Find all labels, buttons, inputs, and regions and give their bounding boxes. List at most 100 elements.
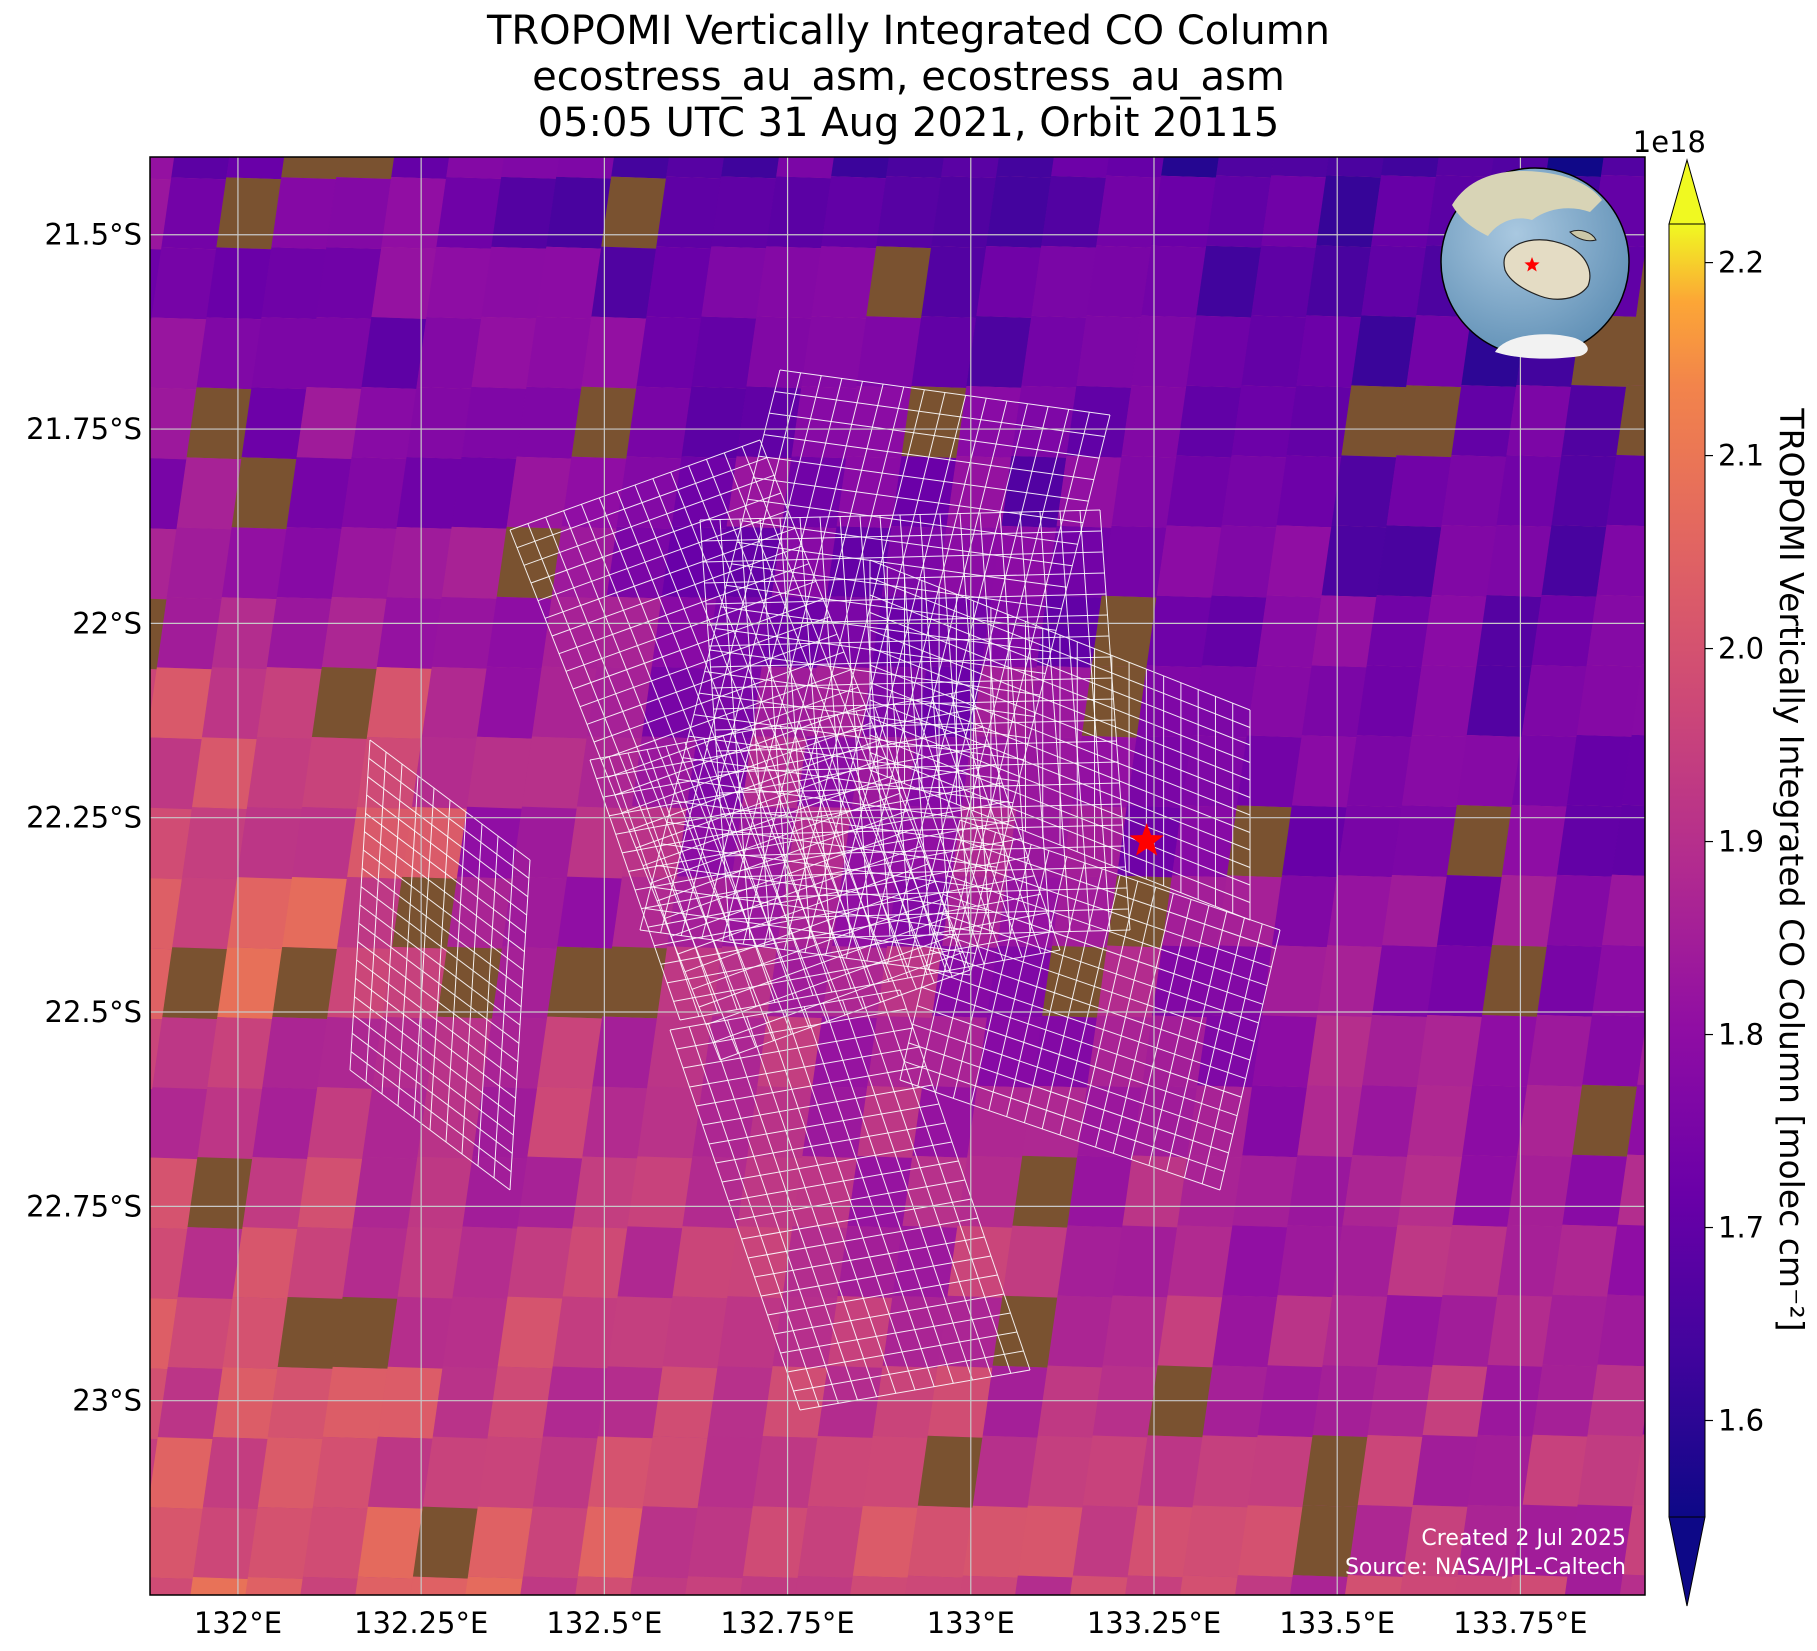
footprint-grid-line: [357, 941, 519, 1063]
lon-tick-label: 132°E: [194, 1606, 282, 1640]
tropomi-pixel: [1596, 524, 1645, 597]
tropomi-pixel: [448, 1647, 513, 1651]
tropomi-pixel: [1603, 1645, 1668, 1651]
tropomi-pixel: [1186, 315, 1252, 388]
tropomi-pixel: [176, 457, 242, 530]
tropomi-pixel: [1361, 245, 1427, 318]
tropomi-pixel: [1406, 315, 1472, 388]
tropomi-pixel: [1356, 665, 1422, 738]
tropomi-pixel: [150, 667, 212, 740]
tropomi-pixel: [326, 177, 392, 250]
tropomi-pixel: [496, 526, 562, 599]
footprint-grid-line: [354, 996, 515, 1118]
footprint-grid-line: [711, 677, 1113, 689]
tropomi-pixel: [721, 157, 780, 179]
tropomi-pixel: [1307, 1015, 1373, 1088]
tropomi-pixel: [1328, 1645, 1393, 1651]
tropomi-pixel: [943, 1646, 1008, 1651]
footprint-grid-line: [701, 530, 1102, 542]
footprint-grid-line: [660, 893, 1041, 965]
tropomi-pixel: [601, 176, 667, 249]
longitude-tick-labels: 132°E 132.25°E 132.5°E 132.75°E 133°E 133.25°…: [194, 1606, 1588, 1640]
footprint-grid-line: [615, 763, 996, 835]
tropomi-pixel: [862, 1435, 928, 1508]
tropomi-pixel: [1027, 1435, 1093, 1508]
tropomi-pixel: [1497, 1224, 1563, 1297]
tropomi-pixel: [1407, 1085, 1473, 1157]
tropomi-pixel: [602, 946, 668, 1019]
tropomi-pixel: [1631, 664, 1645, 736]
tropomi-pixel: [1241, 315, 1307, 388]
tropomi-pixel: [366, 666, 432, 739]
tropomi-pixel: [606, 526, 672, 599]
tropomi-pixel: [642, 1436, 708, 1509]
tropomi-pixel: [687, 1506, 753, 1579]
tropomi-pixel: [666, 157, 725, 179]
tropomi-pixel: [417, 1086, 483, 1159]
footprint-grid-line: [869, 647, 1251, 798]
tropomi-pixel: [187, 1157, 253, 1230]
tropomi-pixel: [1619, 1574, 1645, 1595]
tropomi-pixel: [1668, 1574, 1733, 1646]
tropomi-pixel: [1396, 385, 1462, 458]
tropomi-pixel: [1627, 1084, 1645, 1156]
tropomi-pixel: [1636, 252, 1645, 316]
footprint-grid-line: [869, 629, 1251, 781]
tropomi-pixel: [1601, 157, 1645, 177]
tropomi-pixel: [1070, 1575, 1128, 1595]
tropomi-pixel: [976, 246, 1042, 318]
tropomi-pixel: [407, 1156, 473, 1229]
footprint-grid-line: [747, 498, 1078, 545]
tropomi-pixel: [597, 1366, 663, 1439]
tropomi-pixel: [421, 666, 487, 739]
tropomi-pixel: [627, 1156, 693, 1229]
footprint-grid-line: [702, 1084, 933, 1126]
tropomi-pixel: [150, 458, 187, 530]
footprint-grid-line: [869, 769, 1251, 921]
tropomi-pixel: [617, 1226, 683, 1299]
footprint-grid-line: [650, 886, 981, 933]
lon-tick-label: 132.5°E: [546, 1606, 662, 1640]
tropomi-pixel: [1021, 315, 1087, 388]
tropomi-pixel: [778, 1646, 843, 1651]
footprint-grid-line: [721, 1141, 953, 1183]
tropomi-pixel: [1446, 805, 1512, 877]
tropomi-pixel: [1226, 805, 1292, 878]
tropomi-pixel: [1442, 1224, 1508, 1297]
tropomi-pixel: [857, 1086, 923, 1158]
footprint-grid-line: [639, 929, 971, 976]
footprint-grid-line: [670, 845, 922, 937]
tropomi-pixel: [196, 317, 262, 390]
footprint-grid-line: [715, 627, 1046, 674]
lon-tick-label: 133.5°E: [1279, 1606, 1395, 1640]
tropomi-pixel: [197, 1087, 263, 1160]
tropomi-pixel: [1586, 594, 1645, 667]
colorbar-tick-label: 1.9: [1718, 825, 1764, 859]
tropomi-pixel: [957, 1155, 1023, 1228]
tropomi-pixel: [526, 316, 592, 389]
footprint-grid-line: [641, 838, 1022, 910]
footprint-grid-line: [509, 439, 761, 531]
tropomi-pixel: [232, 1227, 298, 1299]
tropomi-pixel: [596, 596, 662, 669]
footprint-grid-line: [717, 761, 1119, 773]
tropomi-pixel: [767, 946, 833, 1019]
footprint-grid-line: [367, 776, 529, 898]
tropomi-pixel: [1462, 1084, 1528, 1157]
footprint-grid-line: [628, 800, 1009, 872]
footprint-grid-line: [869, 577, 1251, 728]
tropomi-pixel: [1322, 1295, 1388, 1368]
tropomi-pixel: [1382, 875, 1447, 948]
tropomi-pixel: [1611, 804, 1645, 876]
tropomi-pixel: [742, 1506, 808, 1578]
credit-source: Source: NASA/JPL-Caltech: [1345, 1555, 1626, 1580]
tropomi-pixel: [1311, 595, 1377, 668]
footprint-grid-line: [942, 893, 1264, 1005]
tropomi-pixel: [876, 176, 942, 249]
tropomi-pixel: [486, 596, 552, 669]
tropomi-pixel: [1221, 455, 1287, 528]
footprint-grid-line: [589, 689, 971, 761]
footprint-grid-line: [869, 664, 1251, 816]
tropomi-pixel: [1192, 1435, 1258, 1508]
tropomi-pixel: [532, 1436, 598, 1509]
